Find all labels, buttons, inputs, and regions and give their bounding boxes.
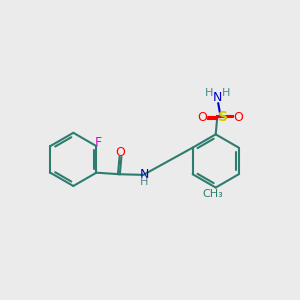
Text: F: F	[94, 136, 101, 149]
Text: O: O	[197, 111, 207, 124]
Text: N: N	[213, 91, 222, 104]
Text: H: H	[222, 88, 230, 98]
Text: N: N	[140, 168, 149, 182]
Text: O: O	[234, 111, 244, 124]
Text: S: S	[218, 110, 228, 124]
Text: H: H	[140, 177, 148, 187]
Text: CH₃: CH₃	[203, 189, 224, 200]
Text: O: O	[115, 146, 125, 159]
Text: H: H	[205, 88, 214, 98]
